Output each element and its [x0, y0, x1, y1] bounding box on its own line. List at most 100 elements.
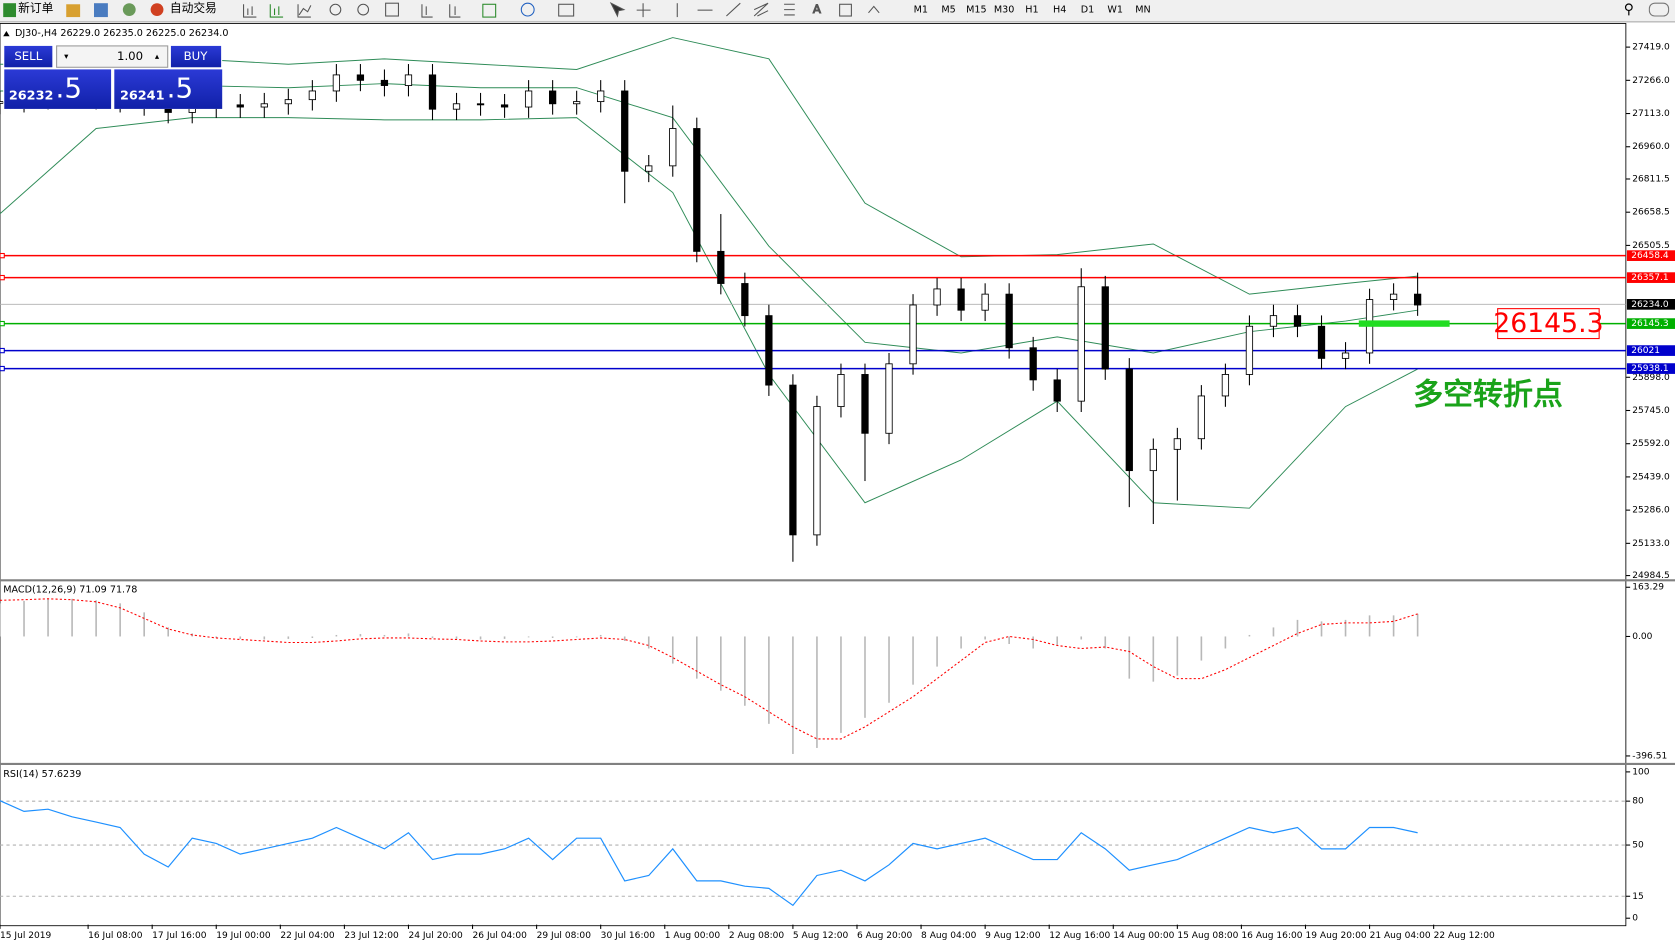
cursor-tool[interactable] [609, 2, 626, 18]
sell-price-box[interactable] [4, 69, 112, 109]
x-tick-label: 12 Aug 16:00 [1049, 931, 1110, 941]
lot-up[interactable]: ▴ [155, 52, 160, 62]
buy-price[interactable]: 26241 [120, 89, 165, 104]
toolbar-icon[interactable] [66, 4, 81, 18]
buy-price-box[interactable] [114, 69, 223, 109]
toolbar-icon[interactable] [94, 3, 108, 18]
candle-body [260, 103, 268, 108]
periods[interactable] [520, 2, 535, 17]
candle-body [1029, 347, 1037, 381]
y-tick-label: 25745.0 [1632, 406, 1670, 416]
chat-icon[interactable] [1648, 2, 1670, 17]
autoscroll[interactable] [421, 4, 433, 18]
x-tick-label: 6 Aug 20:00 [857, 931, 913, 941]
timeframe-button[interactable]: H4 [1053, 5, 1066, 16]
candle-body [308, 90, 316, 101]
candle-body [621, 90, 629, 172]
templates[interactable] [558, 3, 575, 17]
candle-body [909, 304, 917, 365]
chart-header: DJ30-,H4 26229.0 26235.0 26225.0 26234.0 [15, 28, 229, 39]
trendline-tool[interactable] [726, 2, 741, 17]
arrows-tool[interactable] [868, 5, 880, 14]
timeframe-button[interactable]: W1 [1107, 5, 1123, 16]
auto-trading-icon[interactable] [150, 3, 164, 17]
label-tool[interactable] [839, 3, 852, 17]
y-tick-label: 27419.0 [1632, 43, 1670, 53]
y-tick-label: 80 [1632, 797, 1644, 807]
x-tick-label: 26 Jul 04:00 [473, 931, 528, 941]
new-order-button[interactable]: 新订单 [18, 1, 53, 15]
x-tick-label: 8 Aug 04:00 [921, 931, 977, 941]
y-tick-label: 25439.0 [1632, 472, 1670, 482]
indicators[interactable] [482, 3, 497, 18]
sell-label[interactable]: SELL [14, 49, 42, 63]
lot-value[interactable]: 1.00 [117, 49, 143, 63]
x-tick-label: 21 Aug 04:00 [1370, 931, 1431, 941]
x-tick-label: 9 Aug 12:00 [985, 931, 1041, 941]
macd-signal [0, 598, 1418, 740]
candle-tool[interactable] [269, 4, 284, 18]
toolbar-icon[interactable] [122, 3, 136, 17]
candle-body [861, 374, 869, 434]
text-tool[interactable]: A [812, 2, 821, 17]
x-tick-label: 19 Aug 20:00 [1305, 931, 1366, 941]
y-tick-label: -396.51 [1632, 751, 1667, 761]
candle-body [645, 165, 653, 172]
buy-label[interactable]: BUY [184, 49, 209, 63]
lot-down[interactable]: ▾ [64, 52, 69, 62]
timeframe-button[interactable]: M15 [966, 5, 987, 16]
auto-trading-button[interactable]: 自动交易 [170, 1, 217, 15]
buy-pips[interactable]: .5 [167, 72, 193, 105]
timeframe-button[interactable]: M5 [941, 5, 955, 16]
annotation-price: 26145.3 [1493, 308, 1603, 339]
buy-button[interactable] [170, 45, 222, 68]
candle-body [765, 315, 773, 386]
timeframe-button[interactable]: H1 [1025, 5, 1038, 16]
timeframe-button[interactable]: D1 [1081, 5, 1095, 16]
fibo-tool[interactable] [784, 3, 795, 16]
timeframe-button[interactable]: MN [1135, 5, 1150, 16]
zoom-out[interactable] [357, 3, 370, 16]
y-tick-label: 27266.0 [1632, 76, 1670, 86]
y-tick-label: 0 [1632, 914, 1638, 924]
candle-body [1389, 293, 1398, 300]
sell-pips[interactable]: .5 [56, 72, 82, 105]
lot-input[interactable] [56, 45, 169, 68]
crosshair-tool[interactable] [636, 3, 651, 18]
toolbar-tools: A [243, 2, 880, 18]
candle-body [500, 104, 509, 108]
annotation-text: 多空转折点 [1413, 378, 1563, 413]
y-tick-label: 26960.0 [1632, 142, 1670, 152]
level-marker [0, 274, 5, 281]
candle-body [1077, 286, 1085, 402]
x-tick-label: 19 Jul 00:00 [216, 931, 271, 941]
level-marker [0, 320, 5, 327]
timeframe-button[interactable]: M1 [914, 5, 928, 16]
candle-body [549, 90, 557, 105]
chart-shift[interactable] [449, 4, 461, 18]
candle-body [476, 103, 485, 106]
sell-button[interactable] [4, 45, 53, 68]
bar-chart-tool[interactable] [243, 4, 257, 18]
candle-body [428, 74, 437, 110]
rsi-header: RSI(14) 57.6239 [3, 769, 81, 780]
candle-body [332, 74, 341, 92]
price-tag-label: 26357.1 [1631, 273, 1668, 283]
candle-body [573, 101, 581, 105]
chart-frame [0, 23, 1627, 927]
timeframe-button[interactable]: M30 [994, 5, 1015, 16]
line-chart-tool[interactable] [297, 4, 312, 18]
candle-body [452, 103, 461, 110]
sell-price[interactable]: 26232 [9, 89, 54, 104]
price-tag [1626, 299, 1675, 310]
candle-body [981, 293, 989, 311]
zoom-in[interactable] [329, 3, 342, 16]
toolbar-bg [0, 0, 1675, 22]
tile-windows[interactable] [385, 2, 399, 17]
candle-body [1149, 448, 1157, 472]
new-order-icon[interactable] [3, 3, 17, 18]
channel-tool[interactable] [753, 2, 769, 17]
search-icon[interactable]: ⚲ [1624, 2, 1634, 18]
